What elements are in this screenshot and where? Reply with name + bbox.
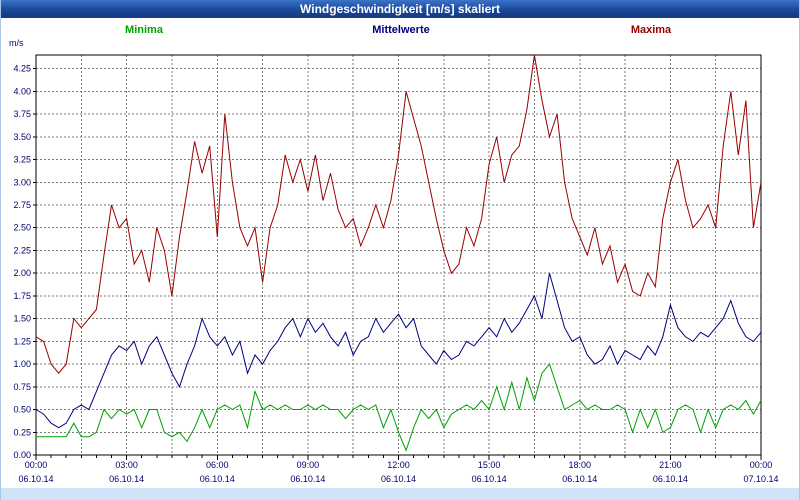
- y-tick-label: 2.75: [13, 200, 31, 210]
- x-date-label: 06.10.14: [381, 474, 416, 484]
- y-tick-label: 1.00: [13, 359, 31, 369]
- x-date-label: 06.10.14: [472, 474, 507, 484]
- bottom-strip: [1, 488, 799, 500]
- x-tick-label: 06:00: [206, 460, 229, 470]
- y-tick-label: 0.00: [13, 450, 31, 460]
- series-mittelwerte: [35, 273, 762, 429]
- x-date-label: 06.10.14: [200, 474, 235, 484]
- y-tick-label: 4.00: [13, 86, 31, 96]
- page-title: Windgeschwindigkeit [m/s] skaliert: [300, 2, 500, 16]
- y-tick-label: 1.75: [13, 291, 31, 301]
- x-tick-label: 03:00: [115, 460, 138, 470]
- x-tick-label: 18:00: [569, 460, 592, 470]
- y-axis-unit-label: m/s: [9, 38, 24, 48]
- x-date-label: 06.10.14: [290, 474, 325, 484]
- y-tick-label: 4.25: [13, 64, 31, 74]
- legend-maxima-label: Maxima: [630, 24, 672, 36]
- x-date-label: 06.10.14: [18, 474, 53, 484]
- y-tick-label: 2.25: [13, 246, 31, 256]
- y-tick-label: 3.75: [13, 109, 31, 119]
- y-tick-label: 0.25: [13, 427, 31, 437]
- legend-minima-label: Minima: [125, 24, 163, 36]
- chart-area: Minima Mittelwerte Maxima m/s 0.00 0.25 0.…: [1, 18, 799, 488]
- y-tick-label: 1.25: [13, 336, 31, 346]
- window-titlebar: Windgeschwindigkeit [m/s] skaliert: [1, 0, 799, 18]
- x-date-label: 06.10.14: [653, 474, 688, 484]
- y-tick-label: 0.75: [13, 382, 31, 392]
- series-maxima: [35, 54, 762, 374]
- y-tick-label: 3.50: [13, 132, 31, 142]
- x-tick-label: 21:00: [659, 460, 682, 470]
- y-tick-label: 2.00: [13, 268, 31, 278]
- legend-mittelwerte-label: Mittelwerte: [372, 24, 430, 36]
- x-tick-label: 09:00: [297, 460, 320, 470]
- x-date-label: 06.10.14: [109, 474, 144, 484]
- y-tick-label: 2.50: [13, 223, 31, 233]
- chart-svg: 0.00 0.25 0.50 0.75 1.00 1.25 1.50 1.75 2.00 2.25…: [13, 54, 779, 484]
- x-date-label: 07.10.14: [743, 474, 778, 484]
- y-tick-label: 3.25: [13, 155, 31, 165]
- y-tick-label: 0.50: [13, 405, 31, 415]
- y-tick-label: 3.00: [13, 177, 31, 187]
- y-tick-label: 1.50: [13, 314, 31, 324]
- x-tick-label: 00:00: [750, 460, 773, 470]
- x-date-label: 06.10.14: [562, 474, 597, 484]
- x-tick-label: 00:00: [25, 460, 48, 470]
- x-tick-label: 15:00: [478, 460, 501, 470]
- x-tick-label: 12:00: [387, 460, 410, 470]
- series-minima: [36, 363, 762, 452]
